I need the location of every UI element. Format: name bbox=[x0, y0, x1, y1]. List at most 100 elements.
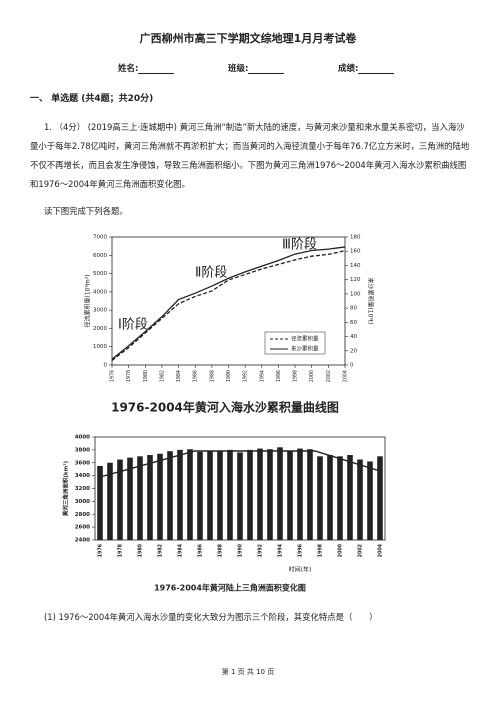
x-tick-label: 1998 bbox=[293, 370, 299, 382]
question-text: 1. （4分） (2019高三上·连城期中) 黄河三角洲“制造”新大陆的速度，与… bbox=[30, 122, 470, 189]
chart-title: 1976-2004年黄河陆上三角洲面积变化图 bbox=[154, 583, 306, 593]
x-tick-label: 1992 bbox=[243, 370, 249, 382]
y-axis-label: 径流累积量(10⁸m³) bbox=[84, 275, 92, 328]
y2-tick-label: 180 bbox=[350, 235, 361, 241]
bar bbox=[317, 456, 323, 540]
x-tick-label: 1978 bbox=[118, 543, 124, 557]
x-tick-label: 1984 bbox=[178, 543, 184, 557]
y-tick-label: 0 bbox=[104, 363, 108, 369]
x-tick-label: 2002 bbox=[358, 544, 364, 557]
x-tick-label: 2002 bbox=[326, 370, 332, 382]
x-tick-label: 1994 bbox=[278, 543, 284, 557]
y2-tick-label: 60 bbox=[350, 320, 357, 326]
bar bbox=[277, 447, 283, 540]
x-tick-label: 1988 bbox=[218, 543, 224, 557]
legend-label: 来沙累积量 bbox=[291, 345, 319, 353]
bar bbox=[187, 449, 193, 540]
y2-tick-label: 20 bbox=[350, 348, 357, 354]
bar bbox=[227, 449, 233, 540]
x-tick-label: 2000 bbox=[338, 543, 344, 557]
trend-arrow bbox=[99, 450, 381, 478]
x-tick-label: 1976 bbox=[98, 543, 104, 557]
bar bbox=[107, 462, 113, 540]
y2-tick-label: 160 bbox=[350, 249, 361, 255]
y-tick-label: 3400 bbox=[75, 473, 90, 479]
y-tick-label: 2000 bbox=[93, 326, 107, 332]
y-tick-label: 5000 bbox=[93, 271, 107, 277]
y2-tick-label: 0 bbox=[350, 363, 354, 369]
field-label: 成绩: bbox=[338, 64, 359, 74]
bar bbox=[157, 453, 163, 540]
x-axis-label: 时间(年) bbox=[289, 566, 312, 574]
bar bbox=[137, 456, 143, 540]
y2-tick-label: 140 bbox=[350, 263, 361, 269]
x-tick-label: 1992 bbox=[258, 544, 264, 557]
x-tick-label: 1980 bbox=[138, 543, 144, 557]
y2-tick-label: 100 bbox=[350, 291, 361, 297]
x-tick-label: 1976 bbox=[110, 370, 116, 382]
bar bbox=[367, 461, 373, 540]
field: 姓名: bbox=[118, 62, 175, 74]
bar bbox=[117, 459, 123, 540]
series-line bbox=[111, 246, 346, 360]
bar bbox=[127, 457, 133, 540]
bar bbox=[247, 449, 253, 540]
y-tick-label: 2800 bbox=[75, 512, 90, 518]
x-tick-label: 1996 bbox=[298, 543, 304, 557]
x-tick-label: 1982 bbox=[158, 544, 164, 557]
bar bbox=[287, 450, 293, 540]
field: 成绩: bbox=[338, 62, 395, 74]
bar bbox=[337, 456, 343, 540]
y-tick-label: 3200 bbox=[75, 486, 90, 492]
y-tick-label: 2400 bbox=[75, 538, 90, 544]
x-tick-label: 1984 bbox=[176, 370, 182, 382]
field: 班级: bbox=[228, 62, 285, 74]
bar bbox=[217, 450, 223, 540]
y-axis-label: 黄河三角洲面积(km²) bbox=[62, 460, 70, 516]
stage-label: Ⅰ阶段 bbox=[118, 318, 148, 333]
field-label: 姓名: bbox=[118, 64, 139, 74]
x-tick-label: 1998 bbox=[318, 543, 324, 557]
sub-question: (1) 1976～2004年黄河入海水沙量的变化大致分为图示三个阶段，其变化特点… bbox=[44, 612, 378, 622]
series-line bbox=[111, 250, 346, 361]
y-tick-label: 2600 bbox=[75, 525, 90, 531]
y-tick-label: 3600 bbox=[75, 460, 90, 466]
x-tick-label: 1988 bbox=[209, 370, 215, 382]
bar bbox=[347, 455, 353, 540]
bar bbox=[297, 448, 303, 540]
field-label: 班级: bbox=[228, 64, 249, 74]
y-tick-label: 1000 bbox=[93, 344, 107, 350]
x-tick-label: 2004 bbox=[343, 370, 349, 382]
legend-box bbox=[264, 331, 326, 355]
x-tick-label: 1986 bbox=[198, 543, 204, 557]
y-tick-label: 4000 bbox=[75, 435, 90, 441]
stage-label: Ⅲ阶段 bbox=[282, 238, 317, 253]
bar bbox=[357, 459, 363, 540]
x-tick-label: 1990 bbox=[238, 543, 244, 557]
instruction: 读下图完成下列各题。 bbox=[44, 206, 128, 216]
bar bbox=[267, 449, 273, 540]
stage-label: Ⅱ阶段 bbox=[195, 266, 227, 281]
line-chart: 0 1000 2000 3000 4000 5000 6000 7000 0 20 40 60 80 10… bbox=[84, 235, 375, 415]
chart-title: 1976-2004年黄河入海水沙累积量曲线图 bbox=[111, 400, 339, 415]
bar bbox=[197, 451, 203, 540]
y-tick-label: 6000 bbox=[93, 253, 107, 259]
footer: 第 1 页 共 10 页 bbox=[221, 668, 275, 676]
bar bbox=[167, 451, 173, 540]
doc-title: 广西柳州市高三下学期文综地理1月月考试卷 bbox=[139, 32, 357, 45]
y2-tick-label: 40 bbox=[350, 334, 357, 340]
x-tick-label: 1982 bbox=[159, 370, 165, 382]
x-tick-label: 2004 bbox=[378, 543, 384, 557]
x-tick-label: 1978 bbox=[126, 370, 132, 382]
bar bbox=[177, 449, 183, 540]
bar bbox=[327, 455, 333, 540]
x-tick-label: 1996 bbox=[276, 370, 282, 382]
x-tick-label: 1980 bbox=[143, 370, 149, 382]
bar bbox=[237, 452, 243, 540]
y2-tick-label: 80 bbox=[350, 306, 357, 312]
y2-tick-label: 120 bbox=[350, 277, 361, 283]
bar bbox=[307, 449, 313, 540]
bar bbox=[377, 456, 383, 540]
legend-label: 径流累积量 bbox=[291, 335, 319, 343]
